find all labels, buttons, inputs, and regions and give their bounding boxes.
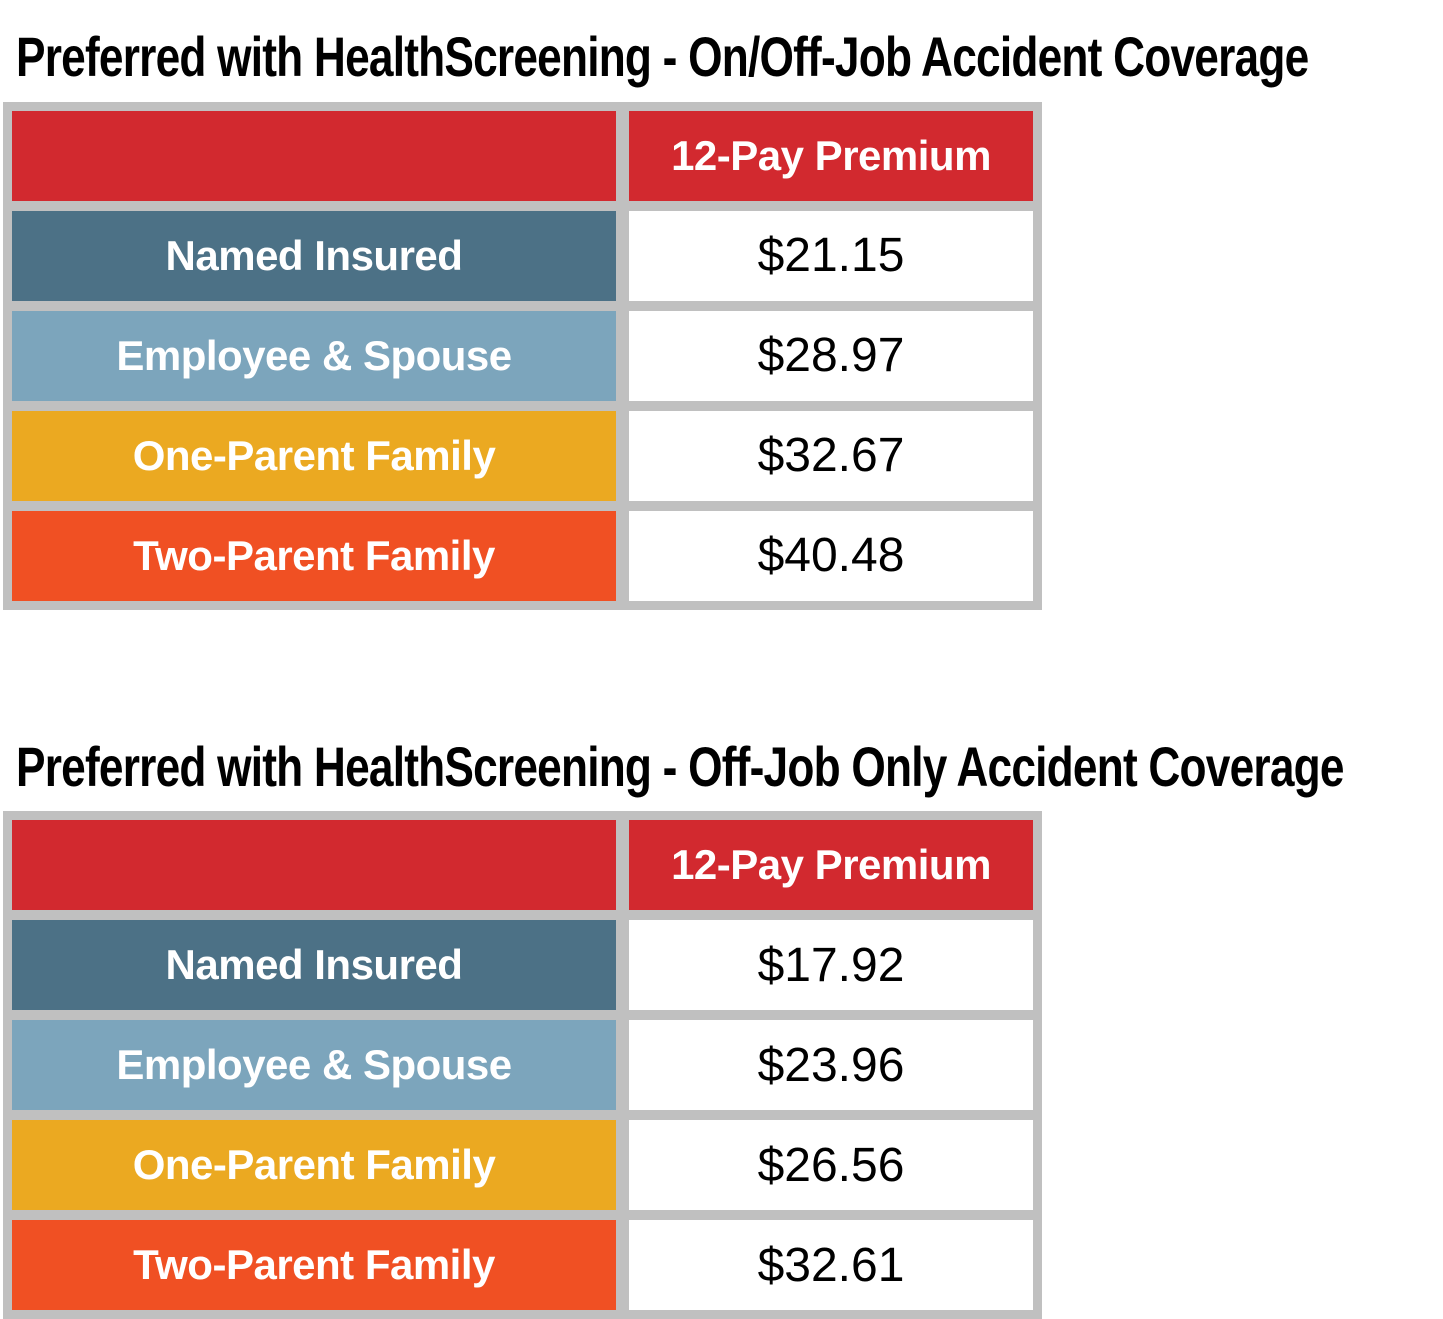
section-title-wrap: Preferred with HealthScreening - Off-Job…: [0, 610, 1443, 812]
row-label-two-parent-family: Two-Parent Family: [12, 1220, 616, 1311]
row-label-employee-spouse: Employee & Spouse: [12, 310, 616, 401]
premium-value-named-insured: $17.92: [629, 920, 1033, 1011]
section-title-wrap: Preferred with HealthScreening - On/Off-…: [0, 0, 1443, 102]
section-title-on-off-job: Preferred with HealthScreening - On/Off-…: [16, 25, 1309, 88]
rate-table-off-job-only: 12-Pay Premium Named Insured $17.92 Empl…: [3, 811, 1042, 1319]
section-title-off-job-only: Preferred with HealthScreening - Off-Job…: [16, 734, 1344, 798]
corner-header-cell: [12, 820, 616, 911]
row-label-named-insured: Named Insured: [12, 210, 616, 301]
row-label-one-parent-family: One-Parent Family: [12, 410, 616, 501]
row-label-one-parent-family: One-Parent Family: [12, 1120, 616, 1211]
column-header-12-pay-premium: 12-Pay Premium: [629, 110, 1033, 201]
section-off-job-only-coverage: Preferred with HealthScreening - Off-Job…: [0, 610, 1443, 1319]
column-header-12-pay-premium: 12-Pay Premium: [629, 820, 1033, 911]
row-label-employee-spouse: Employee & Spouse: [12, 1020, 616, 1111]
premium-value-employee-spouse: $28.97: [629, 310, 1033, 401]
section-on-off-job-coverage: Preferred with HealthScreening - On/Off-…: [0, 0, 1443, 610]
premium-value-employee-spouse: $23.96: [629, 1020, 1033, 1111]
corner-header-cell: [12, 110, 616, 201]
rate-table-on-off-job: 12-Pay Premium Named Insured $21.15 Empl…: [3, 101, 1042, 610]
premium-value-named-insured: $21.15: [629, 210, 1033, 301]
premium-value-one-parent-family: $32.67: [629, 410, 1033, 501]
premium-value-two-parent-family: $32.61: [629, 1220, 1033, 1311]
premium-value-two-parent-family: $40.48: [629, 510, 1033, 601]
premium-value-one-parent-family: $26.56: [629, 1120, 1033, 1211]
row-label-named-insured: Named Insured: [12, 920, 616, 1011]
row-label-two-parent-family: Two-Parent Family: [12, 510, 616, 601]
